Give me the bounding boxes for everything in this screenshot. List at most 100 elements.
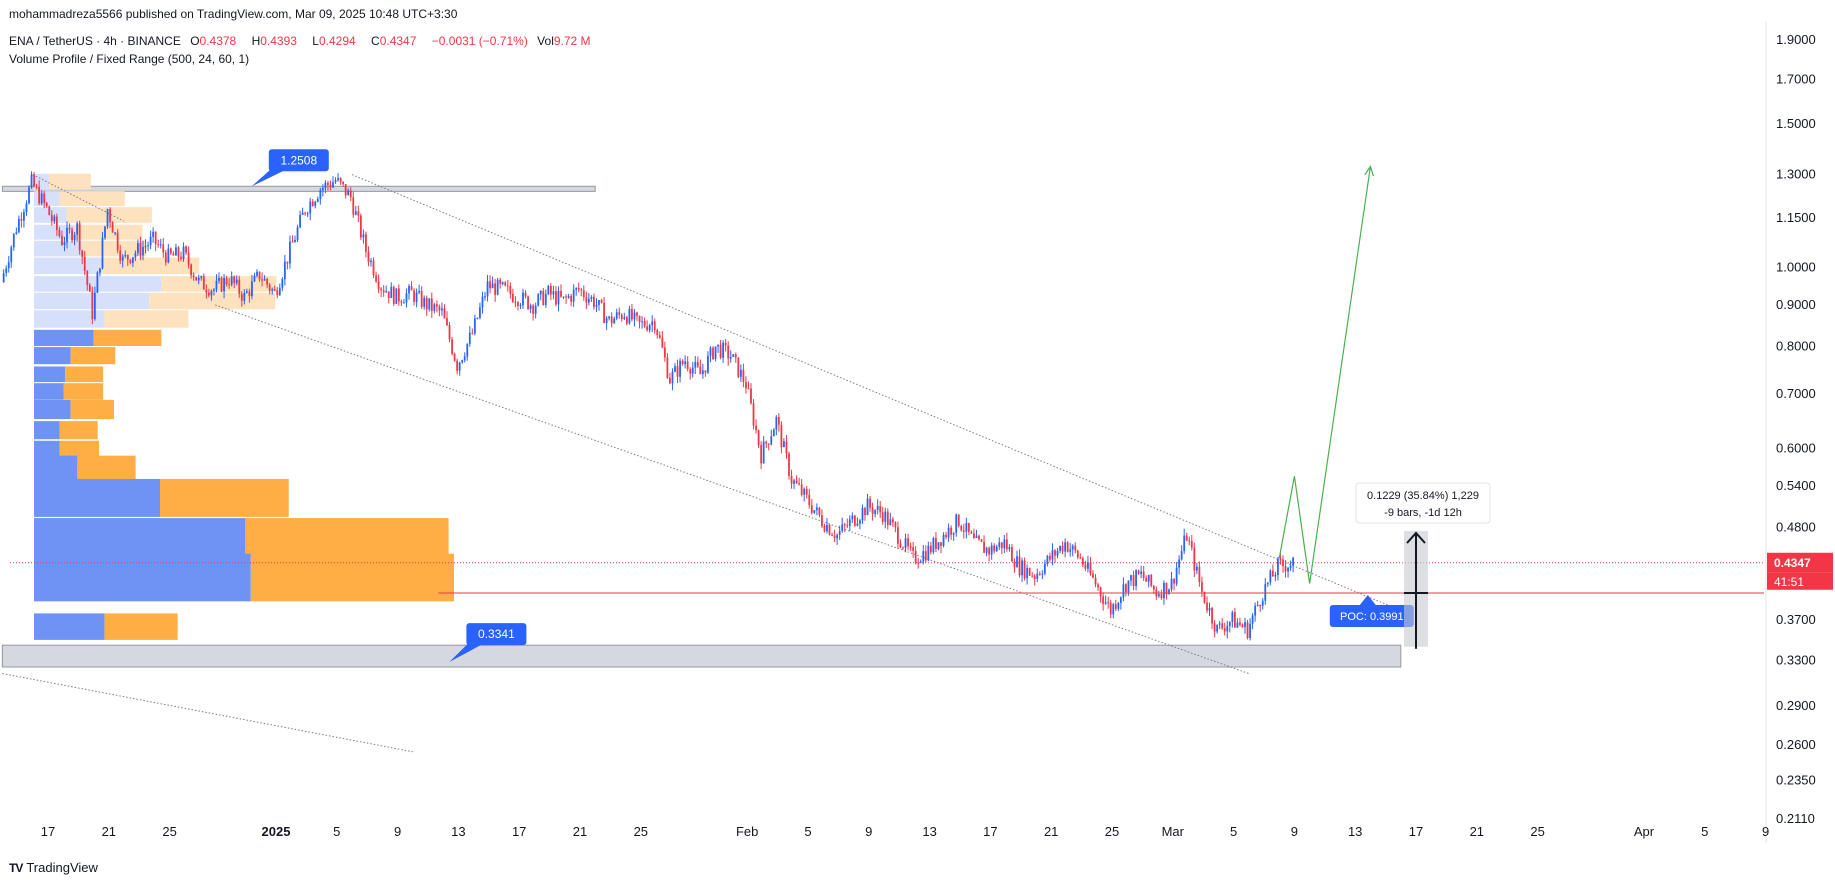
candle-body bbox=[372, 260, 375, 276]
candle-body bbox=[745, 381, 747, 389]
candle-body bbox=[190, 264, 193, 276]
candle-body bbox=[1031, 575, 1034, 577]
candle-body bbox=[866, 498, 869, 516]
candle-body bbox=[542, 290, 545, 305]
candle-body bbox=[732, 354, 735, 357]
candle-body bbox=[142, 246, 144, 256]
candle-body bbox=[560, 290, 562, 297]
candle-body bbox=[1195, 566, 1198, 571]
candle-body bbox=[1016, 556, 1018, 568]
candle-body bbox=[271, 288, 274, 291]
candle-body bbox=[458, 362, 461, 371]
candle-body bbox=[818, 507, 821, 516]
candle-body bbox=[970, 531, 973, 534]
candle-body bbox=[258, 271, 261, 280]
support-price-label-pointer bbox=[449, 643, 485, 663]
candle-body bbox=[50, 215, 53, 221]
candle-body bbox=[1168, 589, 1170, 595]
indicator-legend[interactable]: Volume Profile / Fixed Range (500, 24, 6… bbox=[9, 52, 250, 66]
measure-text-bars: -9 bars, -1d 12h bbox=[1384, 507, 1462, 519]
vp-bar-up bbox=[34, 173, 49, 190]
candle-body bbox=[955, 514, 958, 533]
candle-body bbox=[413, 290, 415, 302]
candle-body bbox=[1092, 573, 1094, 578]
candle-body bbox=[291, 241, 294, 243]
candle-body bbox=[43, 193, 46, 203]
candle-body bbox=[1264, 584, 1267, 601]
candle-body bbox=[45, 202, 48, 207]
candle-body bbox=[418, 290, 421, 293]
candle-body bbox=[1051, 550, 1054, 560]
candle-body bbox=[1259, 604, 1262, 606]
candle-body bbox=[1198, 566, 1201, 583]
candle-body bbox=[1041, 573, 1044, 575]
tradingview-footer: TV TradingView bbox=[9, 860, 98, 875]
symbol-legend[interactable]: ENA / TetherUS · 4h · BINANCE O0.4378 H0… bbox=[9, 34, 603, 48]
symbol-name[interactable]: ENA / TetherUS · 4h · BINANCE bbox=[9, 34, 181, 48]
candle-body bbox=[765, 441, 768, 444]
candle-body bbox=[415, 292, 418, 302]
resistance-price-label-pointer bbox=[251, 169, 287, 187]
price-axis[interactable]: 1.9000 1.7000 1.5000 1.3000 1.1500 1.0000 0.90… bbox=[1767, 32, 1833, 826]
candle-body bbox=[704, 370, 707, 373]
candle-body bbox=[387, 291, 390, 299]
support-price-label: 0.3341 bbox=[478, 627, 515, 641]
candle-body bbox=[608, 316, 611, 319]
candle-body bbox=[496, 279, 499, 295]
candle-body bbox=[1013, 561, 1016, 568]
candle-body bbox=[489, 281, 491, 289]
candle-body bbox=[337, 178, 339, 181]
candle-body bbox=[134, 253, 137, 258]
candle-body bbox=[111, 222, 114, 233]
price-tick-label: 0.2350 bbox=[1776, 773, 1816, 788]
candle-body bbox=[519, 305, 522, 307]
candle-body bbox=[106, 209, 109, 227]
candle-body bbox=[159, 244, 162, 246]
time-tick-label: 13 bbox=[1348, 824, 1362, 839]
time-tick-label: 5 bbox=[333, 824, 340, 839]
candle-body bbox=[605, 318, 608, 324]
candle-body bbox=[800, 484, 803, 495]
projection-arrow-icon bbox=[1364, 165, 1374, 177]
candle-body bbox=[511, 293, 514, 302]
candle-body bbox=[466, 343, 469, 357]
candle-body bbox=[256, 271, 258, 276]
candle-body bbox=[205, 289, 208, 293]
price-tick-label: 1.0000 bbox=[1776, 260, 1816, 275]
candle-body bbox=[709, 347, 712, 356]
candle-body bbox=[197, 277, 200, 281]
zone-resistance bbox=[1, 185, 596, 192]
time-tick-label: 25 bbox=[162, 824, 176, 839]
time-axis[interactable]: 17 21 25 2025 5 9 13 17 21 25 Feb 5 9 13 17 21 25 Mar 5 9 13… bbox=[41, 824, 1769, 839]
time-tick-label: 2025 bbox=[262, 824, 291, 839]
candle-body bbox=[484, 296, 486, 298]
candle-body bbox=[636, 312, 638, 316]
candle-body bbox=[547, 285, 550, 294]
time-tick-label: 25 bbox=[1105, 824, 1119, 839]
candle-body bbox=[836, 534, 839, 539]
trendline-channel-upper bbox=[351, 174, 1401, 611]
candle-body bbox=[684, 361, 687, 365]
candle-body bbox=[233, 276, 236, 284]
candle-body bbox=[281, 279, 284, 288]
support-price-label-bg bbox=[466, 623, 527, 646]
candle-body bbox=[965, 523, 968, 532]
candle-body bbox=[7, 262, 10, 269]
candle-body bbox=[942, 534, 945, 546]
candle-body bbox=[1246, 622, 1249, 639]
candle-body bbox=[1185, 535, 1188, 541]
candle-body bbox=[435, 304, 438, 307]
candle-body bbox=[648, 325, 651, 331]
current-price-badge bbox=[1767, 552, 1833, 573]
candle-body bbox=[1175, 567, 1178, 584]
change-value: −0.0031 (−0.71%) bbox=[431, 34, 528, 48]
candle-body bbox=[476, 317, 479, 319]
candle-body bbox=[886, 511, 889, 525]
candle-body bbox=[562, 296, 565, 298]
candle-body bbox=[960, 525, 963, 531]
vp-bar-up bbox=[34, 455, 78, 483]
publisher-line: mohammadreza5566 published on TradingVie… bbox=[9, 7, 458, 21]
candle-body bbox=[169, 248, 172, 254]
candle-body bbox=[104, 226, 106, 238]
